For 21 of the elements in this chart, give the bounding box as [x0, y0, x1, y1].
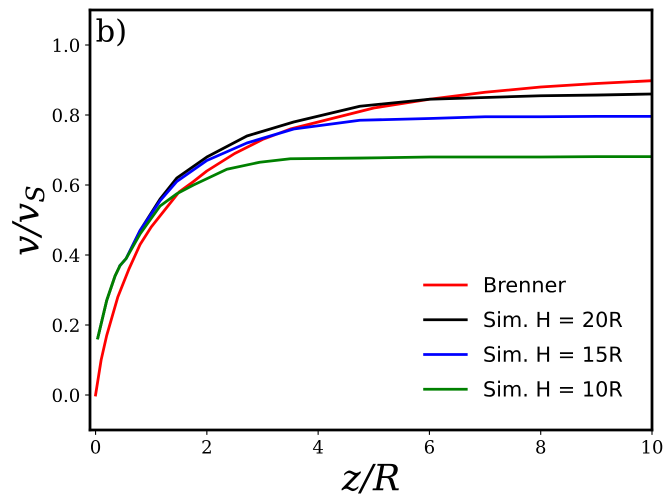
legend-label: Brenner	[484, 277, 566, 293]
legend-label: Sim. H = 15R	[484, 346, 622, 362]
y-tick-label: 0.8	[52, 108, 80, 122]
y-tick-label: 0.2	[52, 318, 79, 332]
legend-label: Sim. H = 20R	[484, 311, 622, 328]
line-series	[96, 155, 652, 340]
x-tick-label: 2	[202, 440, 211, 454]
line-series	[118, 115, 652, 267]
x-tick-label: 0	[91, 440, 100, 454]
x-axis-title: z/R	[341, 464, 399, 494]
x-tick-label: 6	[424, 440, 434, 454]
x-tick-label: 8	[536, 440, 546, 454]
x-tick-label: 10	[642, 440, 662, 454]
y-axis-title: v/v$_{S}$	[12, 186, 44, 255]
y-tick-label: 0.4	[52, 248, 80, 262]
y-tick-label: 0.6	[52, 178, 80, 192]
y-tick-label: 0.0	[52, 388, 80, 402]
legend-label: Sim. H = 10R	[484, 380, 622, 397]
annotation: b)	[96, 18, 125, 46]
x-tick-label: 4	[312, 440, 323, 454]
y-tick-label: 1.0	[54, 38, 80, 52]
